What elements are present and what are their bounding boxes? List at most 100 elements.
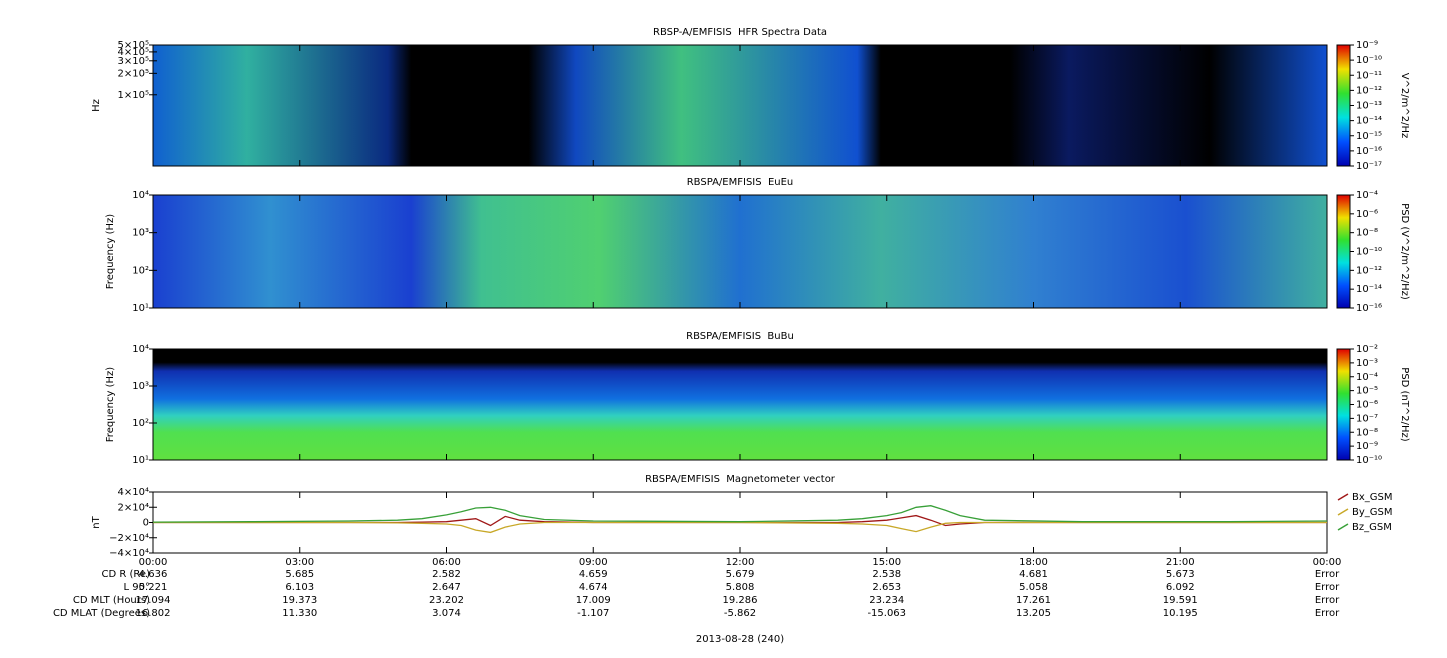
x-axis-label: 2013-08-28 (240) <box>696 634 784 645</box>
ephemeris-value: Error <box>1315 582 1340 593</box>
ephemeris-value: 4.659 <box>579 569 608 580</box>
colorbar-tick-label: 10⁻³ <box>1356 358 1378 369</box>
colorbar-tick-label: 10⁻⁴ <box>1356 190 1378 201</box>
y-tick-label: 10¹ <box>132 303 149 314</box>
ephemeris-value: 19.286 <box>723 595 758 606</box>
ephemeris-value: -15.063 <box>867 608 906 619</box>
ephemeris-value: Error <box>1315 595 1340 606</box>
colorbar-tick-label: 10⁻¹⁵ <box>1356 131 1382 142</box>
spectrogram-image <box>153 45 1327 166</box>
colorbar-tick-label: 10⁻¹² <box>1356 265 1382 276</box>
y-tick-label: 3×10⁵ <box>118 56 149 67</box>
colorbar-label: PSD (nT^2/Hz) <box>1399 367 1410 441</box>
ephemeris-value: 17.261 <box>1016 595 1051 606</box>
colorbar-tick-label: 10⁻¹² <box>1356 85 1382 96</box>
colorbar-tick-label: 10⁻⁶ <box>1356 209 1378 220</box>
y-axis-label: Frequency (Hz) <box>105 367 116 443</box>
ephemeris-value: 23.202 <box>429 595 464 606</box>
ephemeris-value: 19.373 <box>282 595 317 606</box>
data-line <box>153 521 1327 534</box>
spectrogram-image <box>153 195 1327 308</box>
ephemeris-value: 5.058 <box>1019 582 1048 593</box>
colorbar-tick-label: 10⁻¹⁶ <box>1356 303 1382 314</box>
colorbar-tick-label: 10⁻⁹ <box>1356 441 1378 452</box>
panel-title: RBSP-A/EMFISIS HFR Spectra Data <box>653 27 827 38</box>
ephemeris-label: CD R (Re) <box>102 569 151 580</box>
y-tick-label: −4×10⁴ <box>109 548 149 559</box>
ephemeris-value: 2.647 <box>432 582 461 593</box>
ephemeris-value: 5.679 <box>726 569 755 580</box>
colorbar-tick-label: 10⁻⁵ <box>1356 386 1378 397</box>
colorbar-tick-label: 10⁻¹⁷ <box>1356 161 1382 172</box>
y-tick-label: 2×10⁵ <box>118 68 149 79</box>
ephemeris-value: 5.808 <box>726 582 755 593</box>
legend-label: Bx_GSM <box>1352 492 1393 503</box>
ephemeris-value: Error <box>1315 569 1340 580</box>
y-tick-label: 10¹ <box>132 455 149 466</box>
x-tick-label: 00:00 <box>139 557 168 568</box>
y-tick-label: 10³ <box>132 228 149 239</box>
colorbar-tick-label: 10⁻⁹ <box>1356 40 1378 51</box>
colorbar-tick-label: 10⁻¹⁰ <box>1356 247 1382 258</box>
x-tick-label: 03:00 <box>285 557 314 568</box>
data-line <box>152 505 1328 523</box>
y-tick-label: 10⁴ <box>132 190 149 201</box>
legend-swatch <box>1337 523 1349 531</box>
x-tick-label: 00:00 <box>1313 557 1342 568</box>
ephemeris-label: CD MLT (Hours) <box>73 595 150 606</box>
colorbar-tick-label: 10⁻¹⁶ <box>1356 146 1382 157</box>
colorbar-tick-label: 10⁻⁸ <box>1356 427 1378 438</box>
y-tick-label: −2×10⁴ <box>109 533 149 544</box>
ephemeris-value: 16.802 <box>136 608 171 619</box>
ephemeris-value: 17.094 <box>136 595 171 606</box>
y-tick-label: 4×10⁴ <box>118 487 149 498</box>
y-tick-label: 10⁴ <box>132 344 149 355</box>
ephemeris-value: 5.221 <box>139 582 168 593</box>
y-tick-label: 10² <box>132 265 149 276</box>
colorbar-tick-label: 10⁻¹³ <box>1356 101 1382 112</box>
ephemeris-value: 10.195 <box>1163 608 1198 619</box>
ephemeris-value: 11.330 <box>282 608 317 619</box>
colorbar-tick-label: 10⁻¹⁰ <box>1356 55 1382 66</box>
colorbar-tick-label: 10⁻⁴ <box>1356 372 1378 383</box>
ephemeris-label: L 90° <box>124 582 150 593</box>
colorbar-label: V^2/m^2/Hz <box>1399 73 1410 139</box>
colorbar-tick-label: 10⁻¹⁴ <box>1356 284 1382 295</box>
x-tick-label: 06:00 <box>432 557 461 568</box>
colorbar-tick-label: 10⁻⁸ <box>1356 228 1378 239</box>
ephemeris-value: 2.538 <box>872 569 901 580</box>
x-tick-label: 21:00 <box>1166 557 1195 568</box>
colorbar-tick-label: 10⁻⁷ <box>1356 413 1378 424</box>
y-tick-label: 0 <box>143 518 149 529</box>
ephemeris-value: -5.862 <box>724 608 756 619</box>
ephemeris-value: 4.674 <box>579 582 608 593</box>
panel-title: RBSPA/EMFISIS EuEu <box>687 177 794 188</box>
colorbar-tick-label: 10⁻¹⁰ <box>1356 455 1382 466</box>
y-axis-label: Hz <box>91 99 102 112</box>
y-tick-label: 1×10⁵ <box>118 90 149 101</box>
ephemeris-value: -1.107 <box>577 608 609 619</box>
ephemeris-value: 2.582 <box>432 569 461 580</box>
colorbar-tick-label: 10⁻⁶ <box>1356 400 1378 411</box>
legend-label: By_GSM <box>1352 507 1393 518</box>
legend-label: Bz_GSM <box>1352 522 1392 533</box>
ephemeris-value: 2.653 <box>872 582 901 593</box>
spectrogram-image <box>153 349 1327 460</box>
ephemeris-value: 4.681 <box>1019 569 1048 580</box>
ephemeris-value: 4.636 <box>139 569 168 580</box>
ephemeris-value: 17.009 <box>576 595 611 606</box>
ephemeris-value: 5.673 <box>1166 569 1195 580</box>
x-tick-label: 12:00 <box>726 557 755 568</box>
legend-swatch <box>1337 493 1349 501</box>
ephemeris-value: 13.205 <box>1016 608 1051 619</box>
x-tick-label: 15:00 <box>872 557 901 568</box>
colorbar-label: PSD (V^2/m^2/Hz) <box>1399 203 1410 300</box>
ephemeris-value: 19.591 <box>1163 595 1198 606</box>
x-tick-label: 18:00 <box>1019 557 1048 568</box>
colorbar-tick-label: 10⁻¹¹ <box>1356 70 1382 81</box>
x-tick-label: 09:00 <box>579 557 608 568</box>
y-tick-label: 4×10⁵ <box>118 47 149 58</box>
y-tick-label: 5×10⁵ <box>118 40 149 51</box>
colorbar <box>1336 194 1351 309</box>
